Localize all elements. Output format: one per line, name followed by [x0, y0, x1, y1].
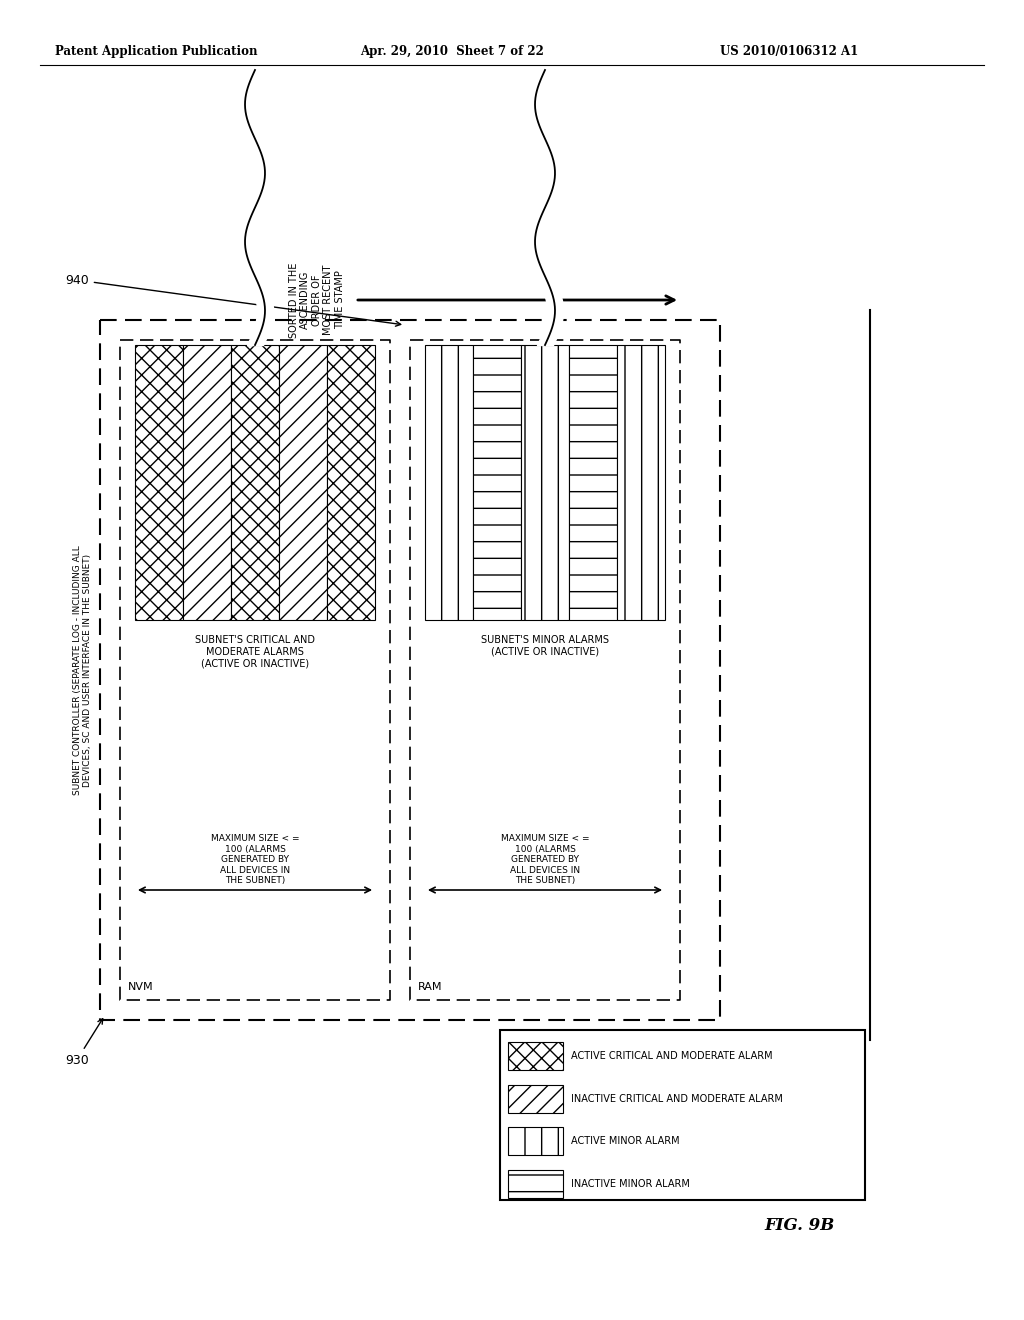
Text: SUBNET'S MINOR ALARMS
(ACTIVE OR INACTIVE): SUBNET'S MINOR ALARMS (ACTIVE OR INACTIV…: [481, 635, 609, 656]
Text: RAM: RAM: [418, 982, 442, 993]
Bar: [135, 345, 183, 620]
Bar: [327, 345, 375, 620]
Text: INACTIVE CRITICAL AND MODERATE ALARM: INACTIVE CRITICAL AND MODERATE ALARM: [571, 1094, 783, 1104]
Bar: [521, 345, 569, 620]
Text: MAXIMUM SIZE < =
100 (ALARMS
GENERATED BY
ALL DEVICES IN
THE SUBNET): MAXIMUM SIZE < = 100 (ALARMS GENERATED B…: [211, 834, 299, 884]
Text: NVM: NVM: [128, 982, 154, 993]
Text: SORTED IN THE
ASCENDING
ORDER OF
MOST RECENT
TIME STAMP: SORTED IN THE ASCENDING ORDER OF MOST RE…: [289, 263, 345, 338]
Bar: [569, 345, 617, 620]
Text: SUBNET CONTROLLER (SEPARATE LOG - INCLUDING ALL
DEVICES, SC AND USER INTERFACE I: SUBNET CONTROLLER (SEPARATE LOG - INCLUD…: [73, 545, 92, 795]
Bar: [500, 1030, 865, 1200]
Bar: [425, 345, 473, 620]
Bar: [508, 1170, 563, 1197]
Bar: [231, 345, 279, 620]
Text: ACTIVE MINOR ALARM: ACTIVE MINOR ALARM: [571, 1137, 680, 1146]
Text: FIG. 9B: FIG. 9B: [765, 1217, 836, 1233]
Text: 940: 940: [65, 273, 400, 326]
Text: 930: 930: [65, 1019, 102, 1067]
Text: US 2010/0106312 A1: US 2010/0106312 A1: [720, 45, 858, 58]
Bar: [508, 1085, 563, 1113]
Text: INACTIVE MINOR ALARM: INACTIVE MINOR ALARM: [571, 1179, 690, 1189]
Text: Apr. 29, 2010  Sheet 7 of 22: Apr. 29, 2010 Sheet 7 of 22: [360, 45, 544, 58]
Text: MAXIMUM SIZE < =
100 (ALARMS
GENERATED BY
ALL DEVICES IN
THE SUBNET): MAXIMUM SIZE < = 100 (ALARMS GENERATED B…: [501, 834, 589, 884]
Bar: [508, 1043, 563, 1071]
Bar: [508, 1127, 563, 1155]
Bar: [279, 345, 327, 620]
Text: SUBNET'S CRITICAL AND
MODERATE ALARMS
(ACTIVE OR INACTIVE): SUBNET'S CRITICAL AND MODERATE ALARMS (A…: [195, 635, 315, 668]
Bar: [617, 345, 665, 620]
Bar: [473, 345, 521, 620]
Text: Patent Application Publication: Patent Application Publication: [55, 45, 257, 58]
Bar: [183, 345, 231, 620]
Text: ACTIVE CRITICAL AND MODERATE ALARM: ACTIVE CRITICAL AND MODERATE ALARM: [571, 1051, 773, 1061]
